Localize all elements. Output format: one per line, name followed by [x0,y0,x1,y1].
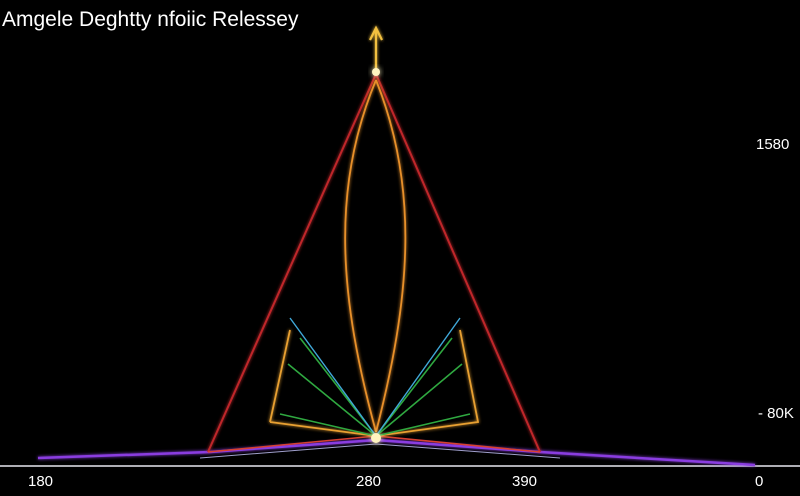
x-tick-label-2: 280 [356,473,381,490]
y-tick-label-1: 1580 [756,136,789,153]
arrow-up-icon [369,25,383,70]
series-red-outer [207,71,541,453]
y-tick-label-2: - 80K [758,405,794,422]
green-ray-6 [375,413,471,437]
apex-point [372,68,380,76]
chart-title: Amgele Deghtty nfoiic Relessey [2,8,299,31]
series-cyan-right [375,317,461,437]
x-tick-label-1: 180 [28,473,53,490]
series-orange-lens-right [375,79,407,433]
series-cyan-left [289,317,377,437]
green-ray-1 [287,363,377,437]
series-white-base [199,443,561,459]
series-orange-frame [269,329,480,437]
x-tick-label-4: 0 [755,473,763,490]
x-tick-label-3: 390 [512,473,537,490]
series-green-fan [279,337,471,437]
green-ray-5 [279,413,377,437]
base-point [371,433,381,443]
green-ray-3 [375,363,463,437]
green-ray-4 [375,337,453,437]
series-orange-lens-left [344,79,377,433]
series-purple-base [37,438,756,467]
